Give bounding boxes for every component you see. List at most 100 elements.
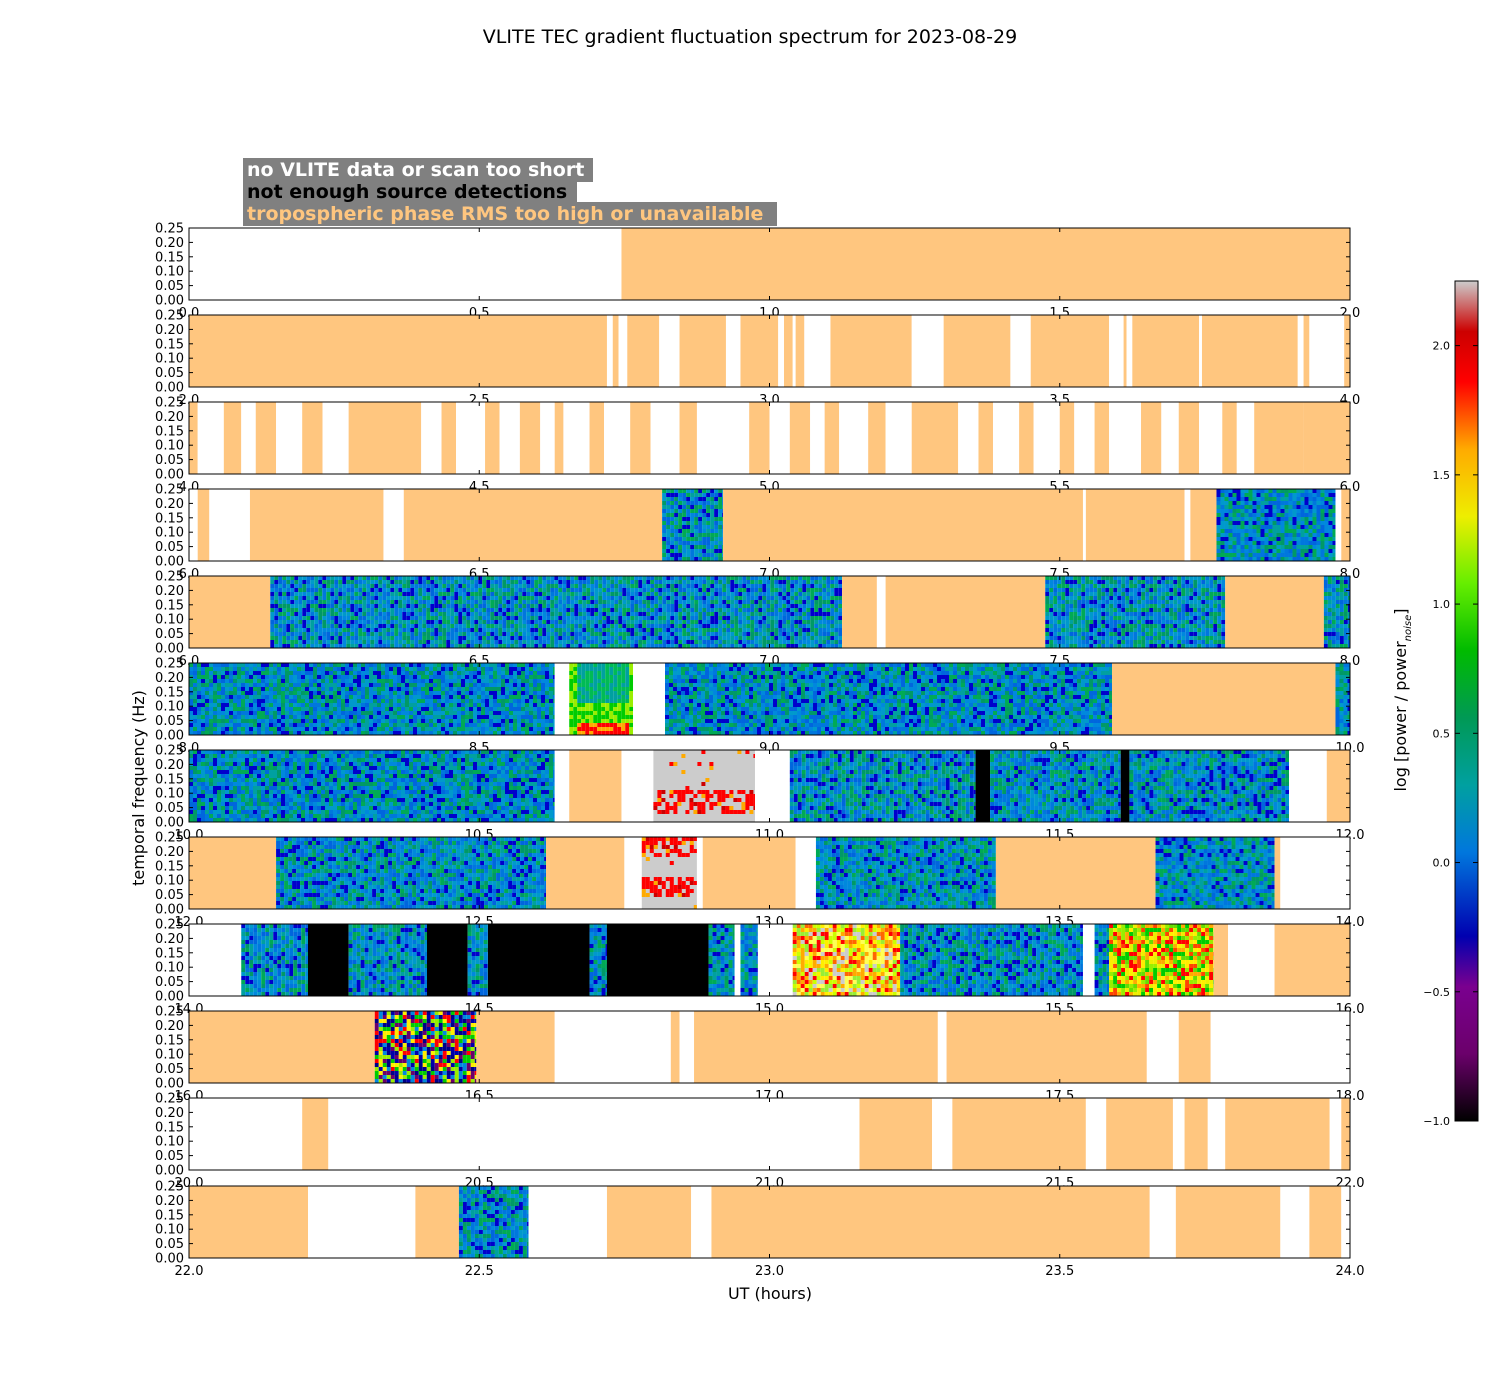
panel-5-segment-2-cell [382, 644, 387, 648]
panel-4-segment-13-cell [1288, 521, 1293, 525]
panel-6-segment-1-cell [437, 663, 441, 667]
panel-6-segment-1-cell [201, 663, 205, 667]
y-tick-label: 0.20 [155, 584, 184, 599]
panel-5-segment-8-cell [1327, 612, 1332, 616]
panel-5-segment-2-cell [302, 608, 307, 612]
panel-5-segment-2-cell [806, 580, 811, 584]
panel-5-segment-2-cell [550, 576, 555, 580]
panel-2-segment-8 [725, 315, 741, 387]
panel-5-segment-2-cell [290, 600, 295, 604]
panel-5-segment-6-cell [1061, 620, 1066, 624]
panel-5-segment-2-cell [534, 636, 539, 640]
panel-5-segment-2-cell [386, 640, 391, 644]
panel-5-segment-2-cell [542, 576, 547, 580]
panel-6-segment-1-cell [349, 667, 353, 671]
panel-5-segment-2-cell [658, 624, 663, 628]
panel-4-segment-7-cell [698, 493, 703, 497]
panel-4-segment-13-cell [1232, 513, 1237, 517]
panel-5-segment-2-cell [290, 632, 295, 636]
panel-5-segment-2-cell [710, 576, 715, 580]
panel-6-segment-1-cell [337, 667, 341, 671]
panel-4-segment-13-cell [1312, 517, 1317, 521]
panel-6-segment-1-cell [361, 671, 365, 675]
panel-4-segment-13-cell [1304, 505, 1309, 509]
panel-6-segment-1-cell [529, 675, 533, 679]
panel-5-segment-2-cell [694, 604, 699, 608]
panel-5-segment-2-cell [826, 620, 831, 624]
panel-5-segment-2-cell [614, 624, 619, 628]
panel-5-segment-2-cell [654, 600, 659, 604]
panel-5-segment-2-cell [694, 620, 699, 624]
panel-5-segment-2-cell [730, 584, 735, 588]
panel-5-segment-2-cell [562, 592, 567, 596]
panel-6-segment-1-cell [273, 663, 277, 667]
panel-3-segment-8 [322, 402, 349, 474]
panel-4-segment-7-cell [690, 549, 695, 553]
panel-5-segment-2-cell [810, 632, 815, 636]
panel-5-segment-2-cell [826, 612, 831, 616]
panel-5-segment-2-cell [490, 576, 495, 580]
panel-5-segment-6-cell [1181, 644, 1186, 648]
panel-5-segment-6-cell [1205, 592, 1210, 596]
panel-5-segment-2-cell [566, 640, 571, 644]
panel-5-segment-6-cell [1165, 588, 1170, 592]
panel-5-segment-2-cell [758, 576, 763, 580]
panel-5-segment-2-cell [562, 616, 567, 620]
panel-4-segment-7-cell [682, 505, 687, 509]
panel-5-segment-6-cell [1129, 604, 1134, 608]
panel-4-segment-13-cell [1244, 545, 1249, 549]
panel-5-segment-6-cell [1209, 628, 1214, 632]
panel-5-segment-2-cell [814, 620, 819, 624]
panel-5-segment-2-cell [538, 596, 543, 600]
panel-4-segment-13-cell [1244, 509, 1249, 513]
panel-5-segment-2-cell [442, 596, 447, 600]
panel-5-segment-8-cell [1339, 624, 1344, 628]
panel-5-segment-2-cell [798, 596, 803, 600]
panel-5-segment-2-cell [362, 620, 367, 624]
panel-5-segment-2-cell [814, 628, 819, 632]
panel-5-segment-6-cell [1113, 620, 1118, 624]
panel-4-segment-7-cell [710, 529, 715, 533]
panel-6-segment-1-cell [205, 675, 209, 679]
panel-5-segment-2-cell [430, 596, 435, 600]
panel-5-segment-2-cell [542, 616, 547, 620]
panel-5-segment-2-cell [594, 592, 599, 596]
panel-5-segment-2-cell [594, 644, 599, 648]
panel-5-segment-2-cell [386, 600, 391, 604]
panel-4-segment-13-cell [1320, 533, 1325, 537]
panel-4-segment-7-cell [718, 541, 723, 545]
panel-5-segment-2-cell [274, 640, 279, 644]
panel-6-segment-1-cell [301, 675, 305, 679]
panel-5-segment-2-cell [826, 644, 831, 648]
panel-5-segment-6-cell [1149, 604, 1154, 608]
panel-5-segment-2-cell [570, 600, 575, 604]
panel-4-segment-13-cell [1232, 545, 1237, 549]
panel-5-segment-6-cell [1053, 600, 1058, 604]
panel-5-segment-2-cell [306, 588, 311, 592]
panel-5-segment-2-cell [734, 588, 739, 592]
panel-5-segment-2-cell [794, 612, 799, 616]
panel-5-segment-2-cell [698, 604, 703, 608]
panel-4-segment-13-cell [1300, 521, 1305, 525]
panel-5-segment-2-cell [290, 588, 295, 592]
panel-5-segment-2-cell [318, 592, 323, 596]
panel-4-segment-13-cell [1232, 497, 1237, 501]
panel-2-segment-27 [1303, 315, 1310, 387]
panel-5-segment-2-cell [802, 640, 807, 644]
panel-5-segment-2-cell [642, 632, 647, 636]
panel-5-segment-2-cell [634, 580, 639, 584]
panel-5-segment-2-cell [574, 628, 579, 632]
panel-4-segment-7-cell [678, 533, 683, 537]
panel-5-segment-2-cell [810, 600, 815, 604]
panel-6-segment-1-cell [205, 667, 209, 671]
panel-5-segment-6-cell [1185, 636, 1190, 640]
panel-5-segment-6-cell [1069, 636, 1074, 640]
panel-5-segment-2-cell [658, 592, 663, 596]
panel-5-segment-2-cell [762, 644, 767, 648]
panel-5-segment-2-cell [702, 592, 707, 596]
panel-5-segment-2-cell [494, 608, 499, 612]
panel-5-segment-8-cell [1343, 628, 1348, 632]
panel-4-segment-13-cell [1296, 525, 1301, 529]
panel-5-segment-2-cell [486, 632, 491, 636]
panel-5-segment-2-cell [462, 596, 467, 600]
